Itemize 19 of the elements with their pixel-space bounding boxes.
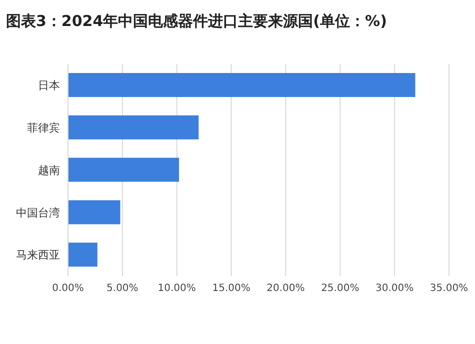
bar (68, 158, 180, 182)
y-tick-label: 马来西亚 (16, 248, 60, 262)
x-tick-label: 15.00% (212, 283, 250, 294)
y-tick-label: 中国台湾 (16, 206, 60, 220)
x-tick-label: 35.00% (430, 283, 468, 294)
y-tick-label: 日本 (38, 79, 60, 92)
x-tick-label: 20.00% (266, 283, 305, 294)
x-tick-label: 25.00% (321, 283, 360, 294)
bar (68, 242, 98, 267)
chart-title: 图表3：2024年中国电感器件进口主要来源国(单位：%) (6, 12, 387, 31)
bar (68, 200, 120, 224)
x-tick-label: 30.00% (376, 283, 414, 294)
x-tick-label: 0.00% (52, 283, 84, 294)
bar (68, 73, 416, 97)
bar (68, 115, 199, 140)
x-tick-label: 5.00% (106, 283, 138, 294)
x-tick-label: 10.00% (158, 283, 196, 294)
y-tick-label: 越南 (38, 164, 60, 177)
y-tick-label: 菲律宾 (27, 122, 60, 135)
